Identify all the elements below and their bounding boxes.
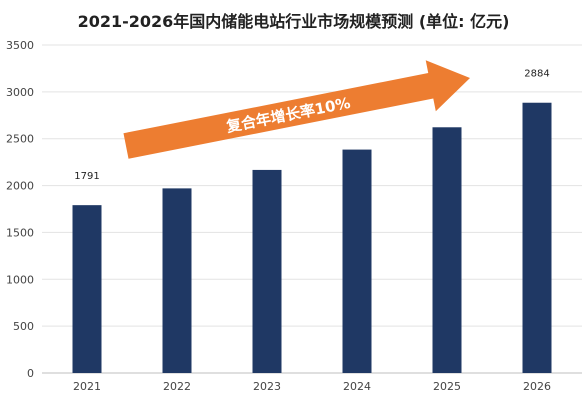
x-tick-label: 2026 [523, 380, 551, 393]
x-axis: 2021 2022 2023 2024 2025 2026 [73, 380, 551, 393]
arrow-shape [123, 60, 470, 159]
y-tick-label: 0 [27, 367, 34, 380]
y-tick-label: 3000 [6, 86, 34, 99]
bar [162, 188, 192, 373]
y-tick-label: 2000 [6, 180, 34, 193]
bar [432, 127, 462, 373]
cagr-annotation: 复合年增长率10% [224, 94, 352, 136]
bar [342, 149, 372, 373]
data-labels: 1791 2884 [74, 69, 549, 182]
bar [252, 169, 282, 373]
bars [72, 102, 552, 373]
x-tick-label: 2023 [253, 380, 281, 393]
x-tick-label: 2022 [163, 380, 191, 393]
y-tick-label: 1000 [6, 273, 34, 286]
bar [522, 102, 552, 373]
x-tick-label: 2024 [343, 380, 371, 393]
y-tick-label: 500 [13, 320, 34, 333]
growth-arrow-annotation: 复合年增长率10% [123, 60, 470, 159]
y-tick-label: 2500 [6, 133, 34, 146]
x-tick-label: 2025 [433, 380, 461, 393]
growth-arrow: 复合年增长率10% [123, 60, 470, 159]
gridlines [42, 44, 582, 374]
x-tick-label: 2021 [73, 380, 101, 393]
y-tick-label: 1500 [6, 226, 34, 239]
data-label: 2884 [524, 69, 549, 80]
chart-title: 2021-2026年国内储能电站行业市场规模预测 (单位: 亿元) [77, 12, 510, 31]
bar [72, 205, 102, 373]
y-tick-label: 3500 [6, 39, 34, 52]
data-label: 1791 [74, 171, 99, 182]
y-axis: 0 500 1000 1500 2000 2500 3000 3500 [6, 39, 34, 380]
